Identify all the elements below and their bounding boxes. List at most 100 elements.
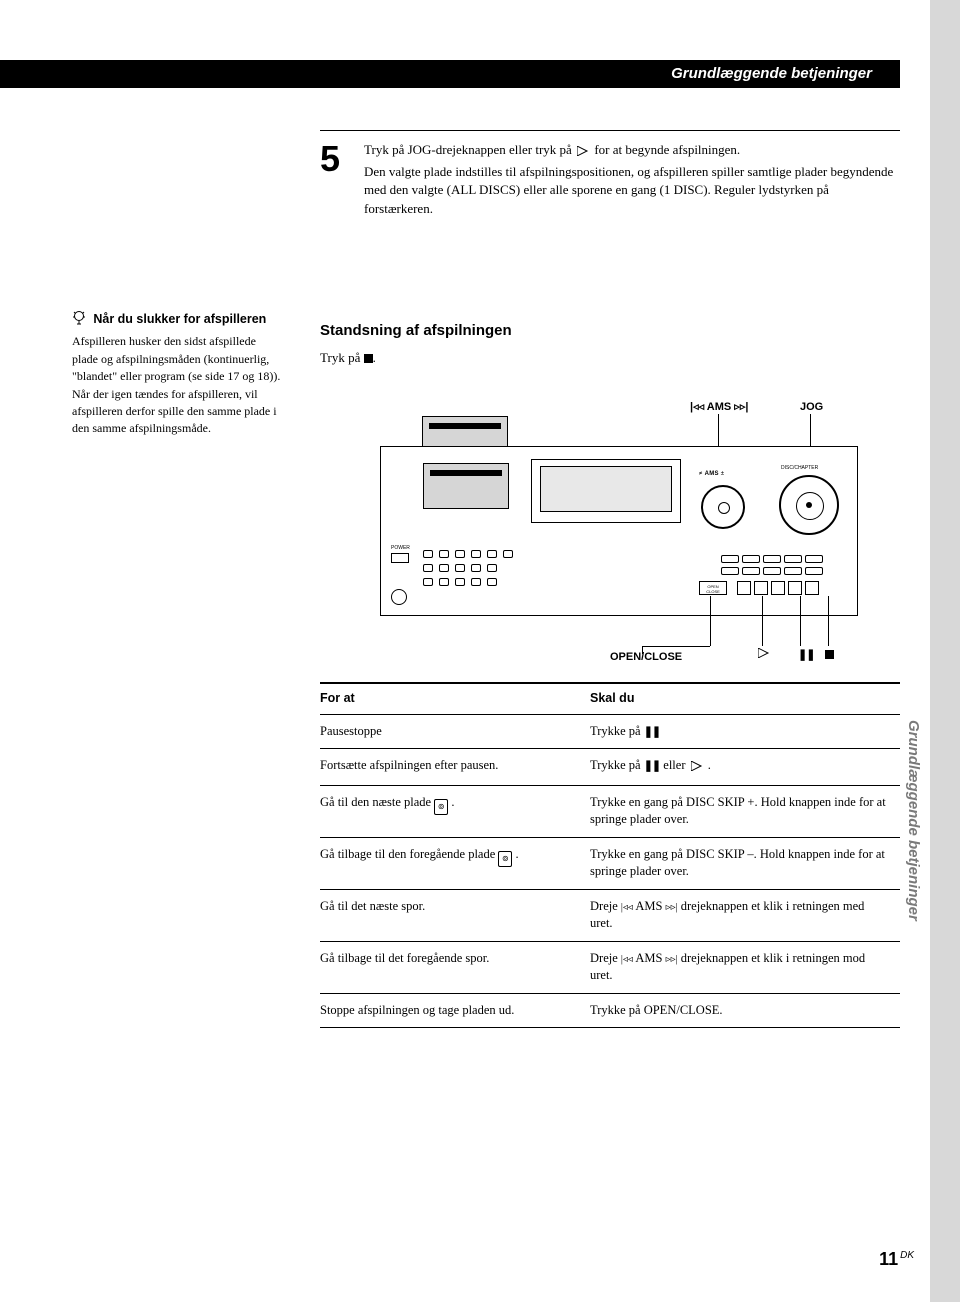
table-row: Gå til den næste plade ⊚ . Trykke en gan… bbox=[320, 786, 900, 838]
cell: Gå til den næste plade ⊚ . bbox=[320, 794, 590, 829]
button-row-1 bbox=[423, 545, 543, 553]
ams-internal-label: ≠ AMS ± bbox=[699, 471, 724, 477]
txt: Trykke på bbox=[590, 724, 644, 738]
sidebar-body: Afspilleren husker den sidst afspillede … bbox=[72, 333, 282, 437]
step-5-number: 5 bbox=[320, 141, 360, 177]
section-stopping: Standsning af afspilningen Tryk på . bbox=[320, 320, 900, 375]
press-line: Tryk på . bbox=[320, 349, 900, 367]
cell: Stoppe afspilningen og tage pladen ud. bbox=[320, 1002, 590, 1020]
table-row: Stoppe afspilningen og tage pladen ud. T… bbox=[320, 994, 900, 1029]
sidebar-title: Når du slukker for afspilleren bbox=[93, 312, 266, 326]
small-knob bbox=[391, 589, 407, 605]
power-label: POWER bbox=[391, 545, 410, 551]
play-icon bbox=[577, 143, 589, 161]
cell: Trykke på ❚❚ eller . bbox=[590, 757, 890, 777]
ams-text: AMS bbox=[707, 401, 731, 413]
txt: AMS bbox=[635, 899, 665, 913]
step5-line2: Den valgte plade indstilles til afspilni… bbox=[364, 163, 900, 218]
skip-btn2 bbox=[805, 581, 819, 595]
cell: Gå tilbage til det foregående spor. bbox=[320, 950, 590, 985]
txt: . bbox=[516, 847, 519, 861]
device-display bbox=[423, 463, 509, 509]
table-row: Gå tilbage til det foregående spor. Drej… bbox=[320, 942, 900, 994]
txt: Trykke på bbox=[590, 758, 644, 772]
header-bar: Grundlæggende betjeninger bbox=[0, 60, 900, 88]
table-row: Fortsætte afspilningen efter pausen. Try… bbox=[320, 749, 900, 786]
pause-icon: ❚❚ bbox=[644, 760, 660, 772]
page-num-value: 11 bbox=[879, 1249, 898, 1269]
device-disc-slot bbox=[531, 459, 681, 523]
pause-btn bbox=[754, 581, 768, 595]
skip-btn bbox=[788, 581, 802, 595]
txt: . bbox=[451, 795, 454, 809]
page-suffix: DK bbox=[900, 1250, 914, 1261]
label-play-icon bbox=[758, 648, 770, 663]
side-tab-text: Grundlæggende betjeninger bbox=[903, 720, 924, 921]
cell: Trykke på OPEN/CLOSE. bbox=[590, 1002, 890, 1020]
label-jog: JOG bbox=[800, 400, 823, 415]
txt: Dreje bbox=[590, 951, 621, 965]
cell: Pausestoppe bbox=[320, 723, 590, 741]
disc-icon: ⊚ bbox=[434, 799, 448, 815]
jog-internal-label: DISC/CHAPTER bbox=[781, 465, 818, 471]
cell: Fortsætte afspilningen efter pausen. bbox=[320, 757, 590, 777]
txt: AMS bbox=[635, 951, 665, 965]
operations-table: For at Skal du Pausestoppe Trykke på ❚❚ … bbox=[320, 682, 900, 1028]
sidebar-tip: Når du slukker for afspilleren Afspiller… bbox=[72, 310, 282, 438]
th-for-at: For at bbox=[320, 690, 590, 708]
ams-post-icon: ▹▹| bbox=[734, 401, 748, 413]
table-row: Gå til det næste spor. Dreje |◃◃ AMS ▹▹|… bbox=[320, 890, 900, 942]
skip-back-icon: |◃◃ bbox=[621, 902, 633, 913]
page-edge-bar bbox=[930, 0, 960, 1302]
pause-icon: ❚❚ bbox=[644, 726, 660, 738]
press-dot: . bbox=[373, 350, 376, 365]
callout-line bbox=[710, 596, 711, 646]
txt: Gå tilbage til den foregående plade bbox=[320, 847, 498, 861]
jog-knob bbox=[779, 475, 839, 535]
play-icon bbox=[691, 759, 703, 777]
right-buttons-1 bbox=[721, 555, 823, 563]
step-5-body: Tryk på JOG-drejeknappen eller tryk på f… bbox=[364, 141, 900, 218]
power-button bbox=[391, 553, 409, 563]
table-row: Gå tilbage til den foregående plade ⊚ . … bbox=[320, 838, 900, 890]
cell: Trykke på ❚❚ bbox=[590, 723, 890, 741]
skip-fwd-icon: ▹▹| bbox=[666, 902, 678, 913]
cell: Dreje |◃◃ AMS ▹▹| drejeknappen et klik i… bbox=[590, 898, 890, 933]
button-row-3 bbox=[423, 573, 543, 581]
table-row: Pausestoppe Trykke på ❚❚ bbox=[320, 715, 900, 750]
skip-back-icon: |◃◃ bbox=[621, 954, 633, 965]
button-row-2 bbox=[423, 559, 543, 567]
cell: Dreje |◃◃ AMS ▹▹| drejeknappen et klik i… bbox=[590, 950, 890, 985]
side-tab: Grundlæggende betjeninger bbox=[902, 720, 924, 1040]
cell: Trykke en gang på DISC SKIP –. Hold knap… bbox=[590, 846, 890, 881]
txt: Gå til den næste plade bbox=[320, 795, 434, 809]
cell: Gå tilbage til den foregående plade ⊚ . bbox=[320, 846, 590, 881]
device-body: ≠ AMS ± DISC/CHAPTER POWER OPENCLOSE bbox=[380, 446, 858, 616]
txt: Dreje bbox=[590, 899, 621, 913]
callout-line bbox=[800, 596, 801, 646]
th-skal-du: Skal du bbox=[590, 690, 890, 708]
step5-line1b: for at begynde afspilningen. bbox=[594, 142, 740, 157]
callout-line bbox=[828, 596, 829, 646]
cell: Gå til det næste spor. bbox=[320, 898, 590, 933]
callout-line bbox=[642, 646, 710, 647]
txt: . bbox=[708, 758, 711, 772]
ams-knob bbox=[701, 485, 745, 529]
step5-line1a: Tryk på JOG-drejeknappen eller tryk på bbox=[364, 142, 575, 157]
open-close-button: OPENCLOSE bbox=[699, 581, 727, 595]
step-5: 5 Tryk på JOG-drejeknappen eller tryk på… bbox=[320, 130, 900, 220]
section-heading: Standsning af afspilningen bbox=[320, 320, 900, 341]
bulb-icon bbox=[72, 310, 86, 331]
cell: Trykke en gang på DISC SKIP +. Hold knap… bbox=[590, 794, 890, 829]
press-text: Tryk på bbox=[320, 350, 364, 365]
transport-buttons bbox=[737, 581, 819, 595]
txt: eller bbox=[663, 758, 688, 772]
label-pause-icon: ❚❚ bbox=[798, 648, 814, 663]
label-ams: |◃◃ AMS ▹▹| bbox=[690, 400, 748, 415]
disc-icon: ⊚ bbox=[498, 851, 512, 867]
right-buttons-2 bbox=[721, 567, 823, 575]
label-open-close: OPEN/CLOSE bbox=[610, 650, 682, 665]
label-stop-icon bbox=[825, 648, 834, 663]
header-title: Grundlæggende betjeninger bbox=[671, 65, 872, 82]
stop-btn bbox=[771, 581, 785, 595]
